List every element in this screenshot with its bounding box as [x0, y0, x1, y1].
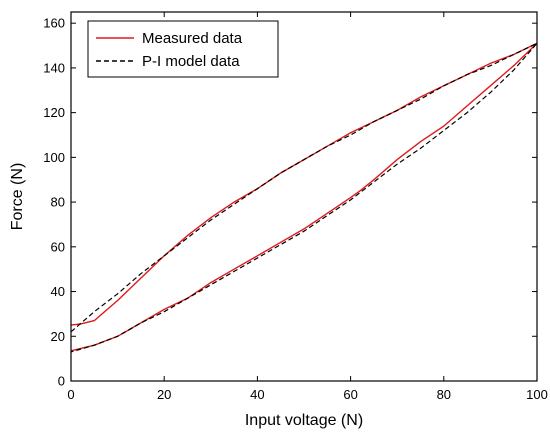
y-tick-label: 0 — [58, 374, 65, 389]
y-tick-label: 120 — [43, 105, 65, 120]
ticks-layer: 0 20 40 60 80 100 0 20 40 60 80 100 120 140 160 — [43, 12, 548, 402]
y-axis-label: Force (N) — [9, 163, 26, 231]
x-tick-label: 20 — [157, 387, 171, 402]
legend: Measured data P-I model data — [87, 20, 279, 78]
legend-label-model: P-I model data — [142, 53, 240, 70]
legend-box — [87, 20, 279, 78]
series-line-measured — [70, 42, 538, 352]
y-tick-label: 140 — [43, 60, 65, 75]
series-line-model — [70, 42, 538, 353]
x-tick-label: 100 — [526, 387, 548, 402]
x-axis-label: Input voltage (N) — [245, 412, 363, 429]
x-tick-label: 80 — [437, 387, 451, 402]
y-tick-label: 80 — [51, 195, 65, 210]
series-layer — [70, 42, 538, 353]
x-tick-label: 0 — [67, 387, 74, 402]
x-tick-label: 40 — [250, 387, 264, 402]
x-tick-label: 60 — [343, 387, 357, 402]
plot-frame — [70, 11, 538, 382]
y-tick-label: 40 — [51, 284, 65, 299]
y-tick-label: 160 — [43, 16, 65, 31]
y-tick-label: 100 — [43, 150, 65, 165]
legend-label-measured: Measured data — [142, 30, 243, 47]
y-tick-label: 20 — [51, 329, 65, 344]
y-tick-label: 60 — [51, 239, 65, 254]
